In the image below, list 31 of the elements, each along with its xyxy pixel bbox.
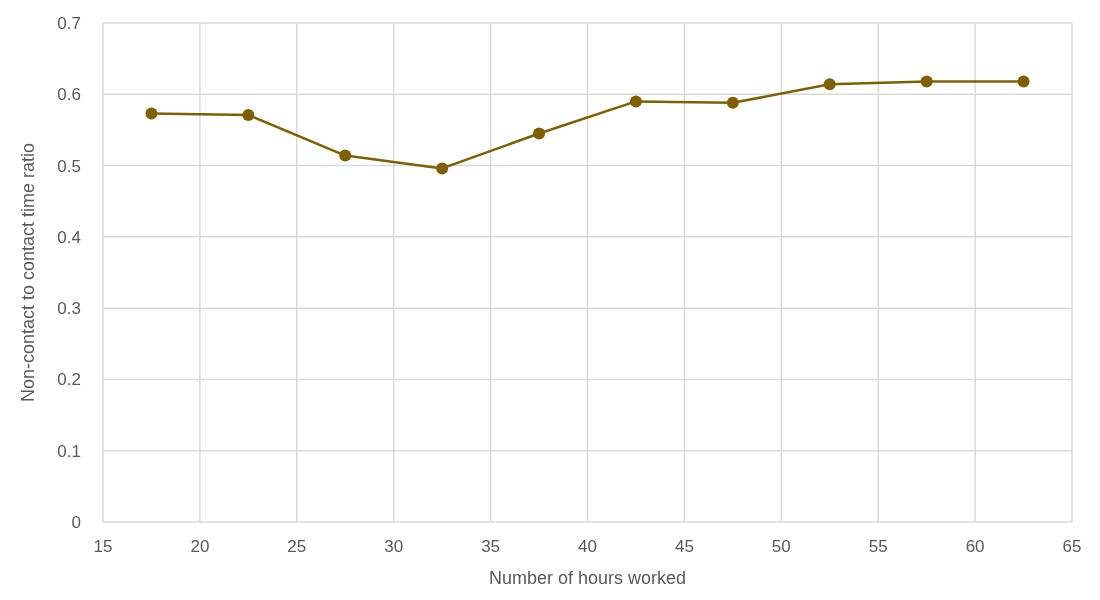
point [339, 149, 352, 162]
x-tick-label: 55 [868, 537, 888, 556]
x-tick-label: 40 [578, 537, 597, 556]
y-axis-title: Non-contact to contact time ratio [18, 142, 38, 403]
y-tick-label: 0.5 [57, 156, 81, 176]
x-tick-label: 30 [384, 537, 404, 556]
point [1017, 75, 1030, 88]
point [629, 95, 642, 108]
x-tick-label: 25 [287, 537, 307, 556]
y-tick-label: 0.4 [57, 227, 81, 247]
y-tick-label: 0.1 [57, 441, 81, 461]
y-tick-label: 0.3 [57, 299, 81, 319]
x-tick-label: 60 [965, 537, 985, 556]
point [242, 108, 255, 121]
x-tick-label: 45 [674, 537, 694, 556]
y-tick-label: 0 [71, 512, 81, 532]
x-tick-label: 35 [481, 537, 501, 556]
point [533, 127, 546, 140]
y-tick-label: 0.7 [57, 13, 81, 33]
x-tick-label: 15 [93, 537, 113, 556]
point [920, 75, 933, 88]
point [726, 96, 739, 109]
x-tick-label: 65 [1062, 537, 1082, 556]
x-tick-label: 20 [190, 537, 210, 556]
point [145, 107, 158, 120]
x-axis-title: Number of hours worked [488, 568, 687, 588]
y-tick-label: 0.6 [57, 85, 81, 105]
point [823, 78, 836, 91]
y-tick-label: 0.2 [57, 370, 81, 390]
point [436, 162, 449, 175]
x-tick-label: 50 [771, 537, 791, 556]
